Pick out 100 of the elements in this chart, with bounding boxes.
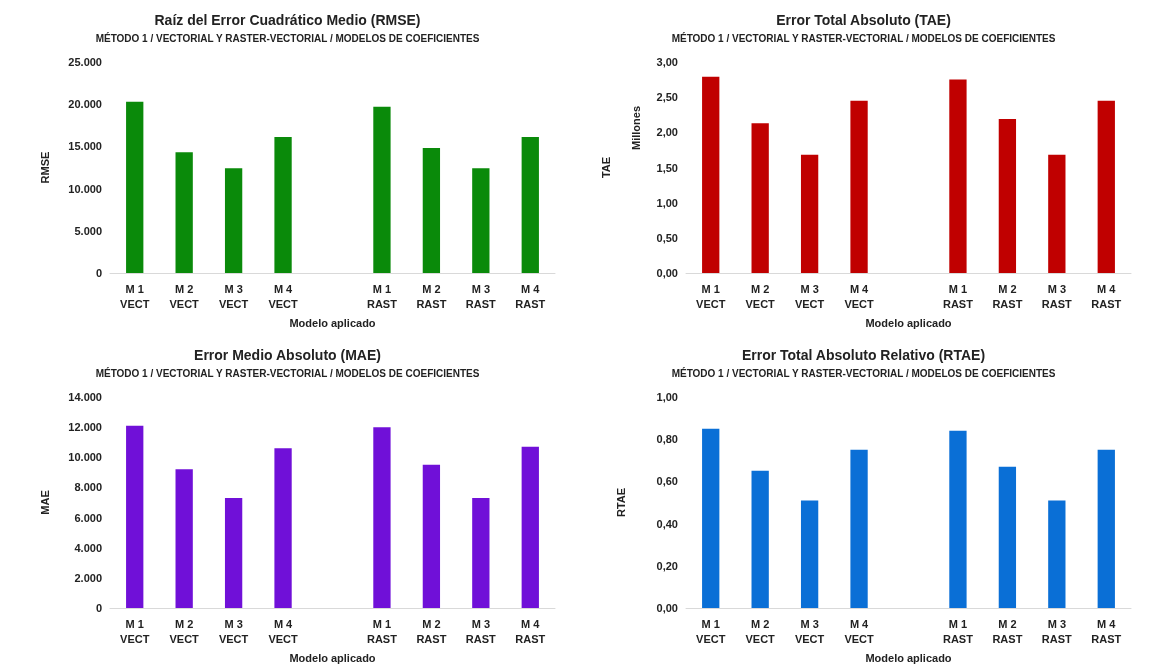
y-axis-title: TAE [599, 156, 612, 179]
y-tick-label: 8.000 [74, 481, 102, 494]
bar [472, 168, 490, 273]
x-tick-label: M 1 VECT [120, 282, 150, 310]
bar [751, 123, 769, 273]
x-tick-label: M 4 RAST [515, 282, 546, 310]
y-axis-title: RMSE [38, 151, 51, 184]
bar [373, 106, 391, 273]
y-tick-label: 10.000 [68, 182, 102, 195]
bar [274, 137, 292, 273]
y-tick-label: 14.000 [68, 391, 102, 403]
x-tick-label: M 1 RAST [366, 282, 398, 310]
x-tick-label: M 2 VECT [169, 617, 200, 645]
bar [998, 466, 1017, 608]
y-tick-label: 1,00 [656, 196, 678, 209]
y-tick-label: 25.000 [68, 56, 102, 68]
bar [224, 497, 243, 608]
bar [800, 500, 819, 608]
chart-title: Error Total Absoluto (TAE) [776, 12, 951, 28]
x-tick-label: M 1 VECT [696, 617, 726, 645]
chart-title: Error Total Absoluto Relativo (RTAE) [741, 347, 986, 363]
chart-subtitle: MÉTODO 1 / VECTORIAL Y RASTER-VECTORIAL / MODELOS DE COEFICIENTES [95, 366, 480, 379]
bar [1097, 100, 1115, 273]
chart-subtitle: MÉTODO 1 / VECTORIAL Y RASTER-VECTORIAL / MODELOS DE COEFICIENTES [671, 366, 1056, 379]
chart-subtitle: MÉTODO 1 / VECTORIAL Y RASTER-VECTORIAL / MODELOS DE COEFICIENTES [95, 31, 480, 44]
bar [998, 118, 1017, 273]
x-tick-label: M 2 RAST [992, 617, 1023, 645]
x-tick-label: M 3 RAST [1041, 282, 1073, 310]
bar [274, 448, 292, 608]
bar [949, 79, 967, 273]
y-axis-title: RTAE [614, 487, 627, 518]
x-tick-label: M 4 VECT [844, 282, 874, 310]
bar [422, 464, 441, 608]
y-tick-label: 15.000 [68, 140, 102, 153]
y-tick-label: 0,50 [656, 231, 678, 244]
bar [224, 168, 243, 273]
x-tick-label: M 3 RAST [465, 282, 497, 310]
bar [126, 101, 144, 273]
y-tick-label: 0,80 [656, 433, 678, 446]
bar [850, 449, 868, 608]
x-axis-title: Modelo aplicado [289, 316, 376, 329]
x-tick-label: M 2 VECT [745, 617, 776, 645]
y-tick-label: 4.000 [74, 541, 102, 554]
y-tick-label: 2.000 [74, 571, 102, 584]
bar [800, 154, 819, 273]
bar [175, 469, 193, 608]
bar [1048, 500, 1066, 608]
bar [702, 428, 720, 608]
x-tick-label: M 4 VECT [268, 617, 298, 645]
bar [422, 148, 441, 273]
x-tick-label: M 4 RAST [1091, 282, 1122, 310]
chart-title: Error Medio Absoluto (MAE) [194, 347, 381, 363]
x-tick-label: M 3 VECT [794, 617, 825, 645]
y-tick-label: 0,40 [656, 517, 678, 530]
x-tick-label: M 1 RAST [942, 282, 974, 310]
text: Millones [630, 105, 642, 150]
y-tick-label: 20.000 [68, 98, 102, 111]
y-tick-label: 3,00 [656, 56, 678, 68]
y-tick-label: 12.000 [68, 421, 102, 434]
chart-title: Raíz del Error Cuadrático Medio (RMSE) [154, 12, 421, 28]
y-tick-label: 2,00 [656, 126, 678, 139]
bar [751, 470, 769, 608]
bar [521, 446, 539, 608]
bar [850, 100, 868, 273]
bar [373, 427, 391, 608]
x-tick-label: M 3 VECT [794, 282, 825, 310]
y-tick-label: 5.000 [74, 224, 102, 237]
x-tick-label: M 1 RAST [366, 617, 398, 645]
y-tick-label: 1,50 [656, 161, 678, 174]
x-tick-label: M 1 RAST [942, 617, 974, 645]
x-tick-label: M 4 RAST [1091, 617, 1122, 645]
x-tick-label: M 1 VECT [696, 282, 726, 310]
y-tick-label: 0,20 [656, 559, 678, 572]
x-tick-label: M 4 RAST [515, 617, 546, 645]
y-tick-label: 10.000 [68, 451, 102, 464]
x-axis-title: Modelo aplicado [865, 316, 952, 329]
x-axis-title: Modelo aplicado [865, 651, 952, 664]
x-tick-label: M 2 RAST [416, 282, 447, 310]
bar [702, 76, 720, 273]
bar [472, 497, 490, 608]
y-tick-label: 0,60 [656, 475, 678, 488]
y-tick-label: 1,00 [656, 391, 678, 403]
y-tick-label: 0,00 [656, 267, 678, 279]
bar [521, 137, 539, 273]
x-axis-title: Modelo aplicado [289, 651, 376, 664]
x-tick-label: M 3 VECT [218, 617, 249, 645]
y-axis-title: MAE [38, 490, 51, 515]
y-tick-label: 6.000 [74, 511, 102, 524]
bar [1097, 449, 1115, 608]
x-tick-label: M 2 VECT [169, 282, 200, 310]
bar [126, 425, 144, 608]
x-tick-label: M 2 RAST [992, 282, 1023, 310]
bar [949, 430, 967, 608]
y-tick-label: 2,50 [656, 91, 678, 104]
x-tick-label: M 4 VECT [268, 282, 298, 310]
x-tick-label: M 3 RAST [1041, 617, 1073, 645]
y-tick-label: 0 [95, 602, 102, 614]
x-tick-label: M 4 VECT [844, 617, 874, 645]
bar [1048, 154, 1066, 273]
x-tick-label: M 2 VECT [745, 282, 776, 310]
